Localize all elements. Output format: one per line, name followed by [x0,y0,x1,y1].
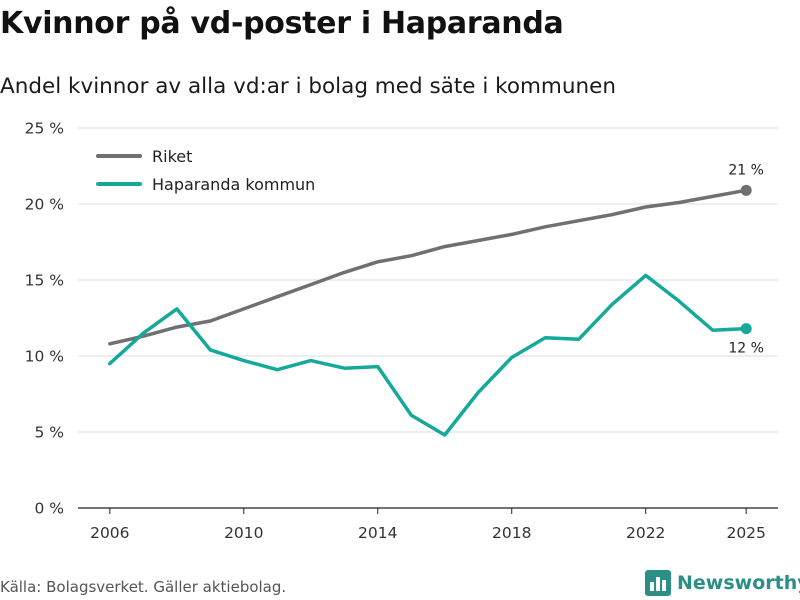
series-end-label: 21 % [728,162,764,178]
series-end-label: 12 % [728,341,764,357]
legend-label: Haparanda kommun [152,175,315,194]
brand-name: Newsworthy [677,572,800,594]
legend: Riket Haparanda kommun [96,147,315,194]
y-tick-label: 15 % [25,272,64,290]
x-tick-label: 2014 [358,524,397,542]
brand-logo[interactable]: Newsworthy [645,570,800,596]
y-tick-label: 10 % [25,348,64,366]
y-tick-label: 25 % [25,120,64,138]
x-tick-label: 2022 [626,524,665,542]
legend-label: Riket [152,147,192,166]
chart-subtitle: Andel kvinnor av alla vd:ar i bolag med … [0,74,616,99]
y-tick-label: 0 % [34,500,64,518]
y-tick-label: 5 % [34,424,64,442]
series-line-riket [108,188,748,346]
y-tick-label: 20 % [25,196,64,214]
source-note: Källa: Bolagsverket. Gäller aktiebolag. [0,578,287,596]
x-tick-label: 2025 [726,524,765,542]
x-tick-label: 2006 [90,524,129,542]
x-tick-label: 2010 [224,524,263,542]
series-lines: 21 % 12 % [108,162,764,437]
page-title: Kvinnor på vd-poster i Haparanda [0,6,564,41]
series-end-point [740,323,752,335]
series-line-haparanda [108,273,748,437]
y-axis: 0 % 5 % 10 % 15 % 20 % 25 % [25,120,64,518]
bar-chart-logo-icon [645,570,671,596]
series-end-point [740,184,752,196]
x-tick-label: 2018 [492,524,531,542]
x-axis: 2006 2010 2014 2018 2022 2025 [90,508,766,542]
gridlines [78,127,778,509]
